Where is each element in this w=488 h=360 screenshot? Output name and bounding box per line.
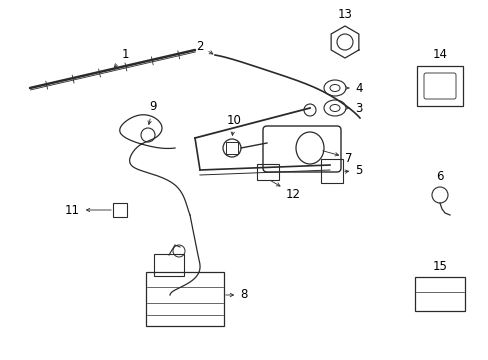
Text: 6: 6 — [435, 171, 443, 184]
Text: 1: 1 — [114, 49, 128, 67]
Text: 2: 2 — [196, 40, 212, 54]
Text: 13: 13 — [337, 8, 352, 21]
Text: 7: 7 — [322, 151, 352, 165]
Text: 9: 9 — [148, 100, 157, 125]
Text: 5: 5 — [344, 163, 362, 176]
Text: 11: 11 — [65, 203, 111, 216]
Text: 8: 8 — [225, 288, 247, 302]
Text: 4: 4 — [345, 81, 362, 94]
Text: 15: 15 — [432, 260, 447, 273]
Text: 10: 10 — [226, 113, 241, 135]
Text: 3: 3 — [345, 102, 362, 114]
Text: 14: 14 — [431, 49, 447, 62]
Text: 12: 12 — [270, 180, 301, 201]
